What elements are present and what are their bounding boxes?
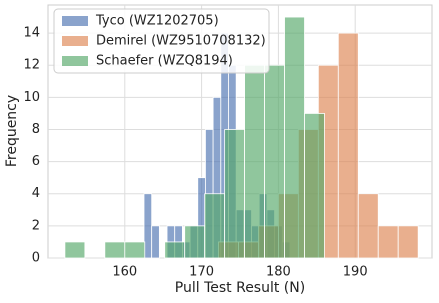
bar bbox=[264, 64, 285, 259]
bar bbox=[104, 241, 126, 259]
legend-swatch bbox=[62, 56, 88, 66]
bar bbox=[377, 225, 399, 259]
legend-label: Tyco (WZ1202705) bbox=[95, 14, 219, 29]
bar bbox=[244, 64, 265, 259]
bar bbox=[357, 193, 379, 259]
bar bbox=[304, 113, 325, 259]
legend-label: Demirel (WZ9510708132) bbox=[96, 34, 266, 49]
y-tick-label: 6 bbox=[32, 154, 40, 169]
y-tick-label: 8 bbox=[32, 122, 40, 137]
bar bbox=[124, 241, 146, 259]
bar bbox=[224, 129, 246, 259]
legend: Tyco (WZ1202705) Demirel (WZ9510708132) Sc… bbox=[53, 8, 270, 74]
legend-box bbox=[53, 8, 270, 74]
x-tick-label: 160 bbox=[112, 265, 137, 280]
bars bbox=[64, 16, 419, 259]
x-tick-label: 180 bbox=[266, 265, 291, 280]
y-tick-label: 12 bbox=[23, 58, 40, 73]
bar bbox=[397, 225, 419, 259]
bar bbox=[184, 225, 206, 259]
bar bbox=[64, 241, 86, 259]
y-tick-label: 0 bbox=[32, 251, 40, 266]
y-tick-label: 2 bbox=[32, 218, 40, 233]
legend-label: Schaefer (WZQ8194) bbox=[96, 54, 233, 69]
y-tick-label: 10 bbox=[23, 90, 40, 105]
y-axis-label: Frequency bbox=[4, 95, 20, 167]
x-tick-label: 190 bbox=[343, 265, 368, 280]
bar bbox=[164, 241, 186, 259]
bar bbox=[151, 225, 160, 259]
y-tick-label: 14 bbox=[23, 26, 40, 41]
bar bbox=[204, 193, 226, 259]
x-tick-label: 170 bbox=[189, 265, 214, 280]
legend-swatch bbox=[62, 36, 88, 46]
x-axis-label: Pull Test Result (N) bbox=[175, 280, 305, 296]
legend-swatch bbox=[62, 16, 88, 26]
axes: 0 2 4 6 8 10 12 14 160 170 180 190 bbox=[23, 26, 367, 280]
bar bbox=[337, 32, 359, 259]
y-tick-label: 4 bbox=[32, 186, 40, 201]
bar bbox=[284, 16, 305, 259]
